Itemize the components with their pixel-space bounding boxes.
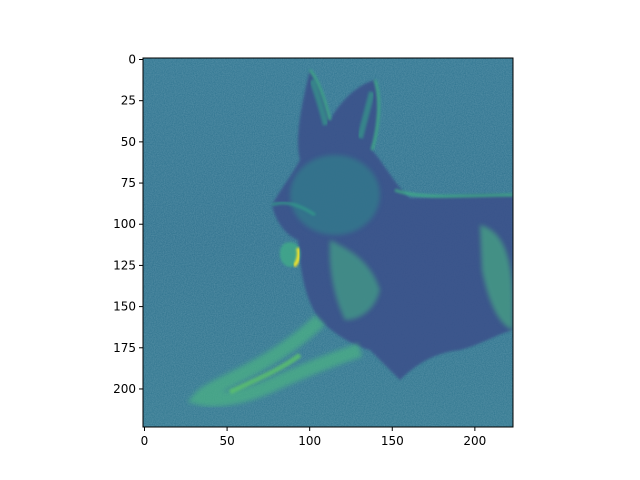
y-tick-label: 0: [128, 53, 136, 67]
y-tick-label: 25: [121, 94, 136, 108]
y-tick-label: 200: [113, 382, 136, 396]
y-tick-label: 100: [113, 217, 136, 231]
y-tick-label: 125: [113, 258, 136, 272]
x-tick-label: 100: [298, 434, 321, 448]
y-tick-label: 175: [113, 341, 136, 355]
x-tick-label: 200: [463, 434, 486, 448]
x-axis: 0 50 100 150 200: [141, 427, 487, 448]
x-tick-label: 0: [141, 434, 149, 448]
y-tick-label: 150: [113, 300, 136, 314]
x-tick-label: 50: [219, 434, 234, 448]
x-tick-label: 150: [381, 434, 404, 448]
y-tick-label: 50: [121, 135, 136, 149]
dog-face: [290, 155, 380, 235]
y-axis: 0 25 50 75 100 125 150 175 200: [113, 53, 143, 396]
feature-map-image: [143, 58, 513, 427]
y-tick-label: 75: [121, 176, 136, 190]
